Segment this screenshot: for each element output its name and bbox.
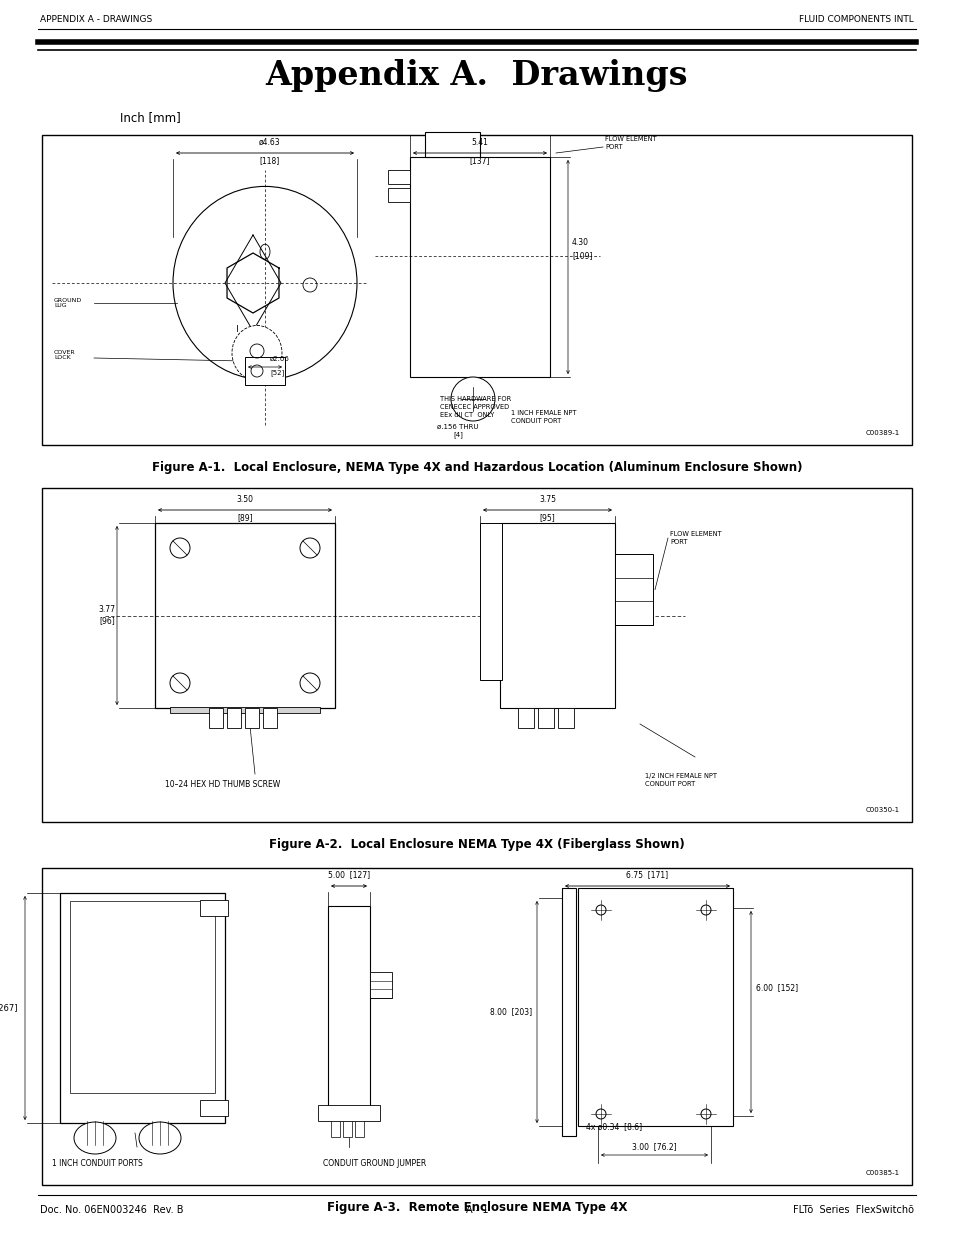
Bar bbox=[170, 706, 319, 713]
Text: Figure A-2.  Local Enclosure NEMA Type 4X (Fiberglass Shown): Figure A-2. Local Enclosure NEMA Type 4X… bbox=[269, 837, 684, 851]
Text: FLTõ  Series  FlexSwitchõ: FLTõ Series FlexSwitchõ bbox=[792, 1205, 913, 1215]
Bar bbox=[410, 157, 550, 377]
Text: 4x ø0.34  [8.6]: 4x ø0.34 [8.6] bbox=[585, 1123, 641, 1131]
Text: 10–24 HEX HD THUMB SCREW: 10–24 HEX HD THUMB SCREW bbox=[165, 779, 280, 788]
Bar bbox=[70, 902, 214, 1093]
Bar bbox=[263, 708, 276, 727]
Text: 1 INCH CONDUIT PORTS: 1 INCH CONDUIT PORTS bbox=[52, 1158, 143, 1167]
Text: THIS HARDWARE FOR
CENECEC APPROVED
EEx dII CT  ONLY: THIS HARDWARE FOR CENECEC APPROVED EEx d… bbox=[439, 396, 511, 417]
Bar bbox=[200, 1100, 228, 1116]
Circle shape bbox=[451, 377, 495, 421]
Text: APPENDIX A - DRAWINGS: APPENDIX A - DRAWINGS bbox=[40, 16, 152, 25]
Text: Figure A-3.  Remote Enclosure NEMA Type 4X: Figure A-3. Remote Enclosure NEMA Type 4… bbox=[327, 1200, 626, 1214]
Text: ø4.63: ø4.63 bbox=[259, 138, 280, 147]
Bar bbox=[154, 522, 335, 708]
Text: C00350-1: C00350-1 bbox=[865, 806, 899, 813]
Text: C00389-1: C00389-1 bbox=[864, 430, 899, 436]
Bar bbox=[499, 522, 615, 708]
Bar bbox=[317, 1105, 379, 1121]
Text: ø.156 THRU
[4]: ø.156 THRU [4] bbox=[436, 424, 478, 438]
Text: Figure A-1.  Local Enclosure, NEMA Type 4X and Hazardous Location (Aluminum Encl: Figure A-1. Local Enclosure, NEMA Type 4… bbox=[152, 461, 801, 473]
Bar bbox=[370, 972, 392, 998]
Text: C00385-1: C00385-1 bbox=[865, 1170, 899, 1176]
Text: 3.77
[96]: 3.77 [96] bbox=[98, 605, 115, 626]
Text: 1 INCH FEMALE NPT
CONDUIT PORT: 1 INCH FEMALE NPT CONDUIT PORT bbox=[511, 410, 576, 424]
Ellipse shape bbox=[232, 326, 282, 380]
Bar bbox=[355, 1121, 364, 1137]
Text: [52]: [52] bbox=[270, 369, 284, 375]
Bar bbox=[343, 1121, 352, 1137]
Bar bbox=[578, 888, 732, 1126]
Bar bbox=[42, 868, 911, 1186]
Bar bbox=[331, 1121, 339, 1137]
Bar bbox=[558, 708, 574, 727]
Bar bbox=[245, 708, 258, 727]
Bar bbox=[517, 708, 534, 727]
Text: A - 1: A - 1 bbox=[465, 1205, 488, 1215]
Bar bbox=[479, 522, 501, 680]
Text: Appendix A.  Drawings: Appendix A. Drawings bbox=[266, 58, 687, 91]
Text: [89]: [89] bbox=[237, 513, 253, 522]
Bar bbox=[209, 708, 223, 727]
Text: 6.00  [152]: 6.00 [152] bbox=[755, 983, 798, 992]
Text: 5.00  [127]: 5.00 [127] bbox=[328, 869, 370, 879]
Bar bbox=[42, 488, 911, 823]
Bar bbox=[537, 708, 554, 727]
Text: 4.30: 4.30 bbox=[572, 238, 588, 247]
Bar bbox=[615, 555, 652, 625]
Text: Doc. No. 06EN003246  Rev. B: Doc. No. 06EN003246 Rev. B bbox=[40, 1205, 183, 1215]
Text: FLOW ELEMENT
PORT: FLOW ELEMENT PORT bbox=[604, 136, 656, 149]
Bar bbox=[561, 888, 576, 1136]
Text: FLUID COMPONENTS INTL: FLUID COMPONENTS INTL bbox=[799, 16, 913, 25]
Text: CONDUIT GROUND JUMPER: CONDUIT GROUND JUMPER bbox=[323, 1158, 426, 1167]
Text: ø2.06: ø2.06 bbox=[270, 356, 290, 362]
Bar bbox=[227, 708, 241, 727]
Text: 5.41: 5.41 bbox=[471, 138, 488, 147]
Text: GROUND
LUG: GROUND LUG bbox=[54, 298, 82, 309]
Text: 3.50: 3.50 bbox=[236, 495, 253, 504]
Bar bbox=[200, 900, 228, 916]
Text: 8.00  [203]: 8.00 [203] bbox=[489, 1008, 532, 1016]
Text: Inch [mm]: Inch [mm] bbox=[120, 111, 180, 125]
Bar bbox=[424, 132, 479, 157]
Bar bbox=[60, 893, 225, 1123]
Text: COVER
LOCK: COVER LOCK bbox=[54, 350, 75, 361]
Text: 10.50  [267]: 10.50 [267] bbox=[0, 1004, 17, 1013]
Text: [118]: [118] bbox=[259, 156, 280, 165]
Bar bbox=[245, 357, 285, 385]
Text: [137]: [137] bbox=[469, 156, 490, 165]
Bar bbox=[328, 906, 370, 1107]
Text: 3.00  [76.2]: 3.00 [76.2] bbox=[632, 1142, 676, 1151]
Bar bbox=[388, 188, 410, 203]
Bar bbox=[42, 135, 911, 445]
Text: [95]: [95] bbox=[539, 513, 555, 522]
Ellipse shape bbox=[74, 1123, 116, 1153]
Text: FLOW ELEMENT
PORT: FLOW ELEMENT PORT bbox=[669, 531, 720, 545]
Bar bbox=[388, 170, 410, 184]
Text: 3.75: 3.75 bbox=[538, 495, 556, 504]
Text: 1/2 INCH FEMALE NPT
CONDUIT PORT: 1/2 INCH FEMALE NPT CONDUIT PORT bbox=[644, 773, 717, 787]
Text: 6.75  [171]: 6.75 [171] bbox=[626, 869, 668, 879]
Ellipse shape bbox=[139, 1123, 181, 1153]
Text: [109]: [109] bbox=[572, 251, 592, 261]
